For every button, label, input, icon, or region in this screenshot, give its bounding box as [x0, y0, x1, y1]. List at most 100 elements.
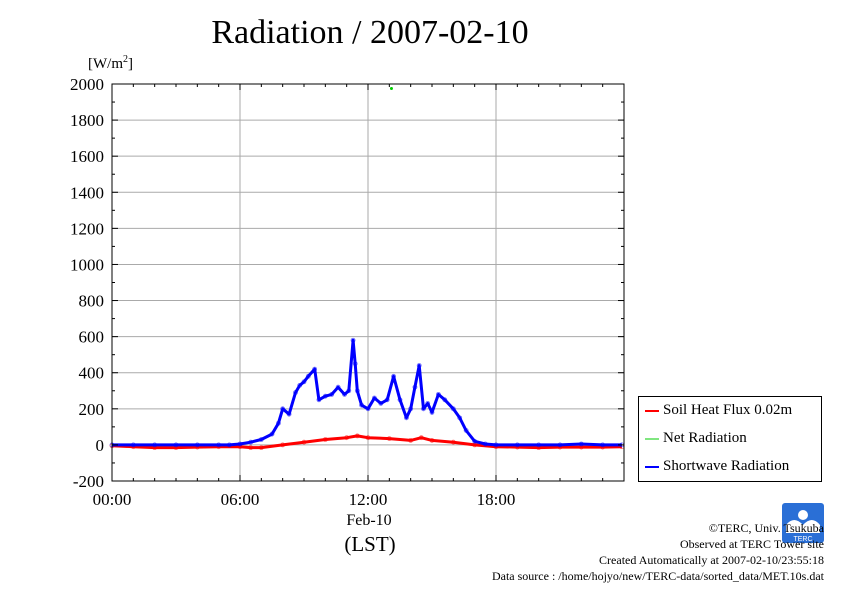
point-shortwave-radiation	[352, 361, 358, 367]
point-shortwave-radiation	[450, 406, 456, 412]
point-shortwave-radiation	[342, 391, 347, 397]
point-soil-heat-flux-0-02m	[322, 437, 328, 442]
point-shortwave-radiation	[408, 406, 414, 412]
point-shortwave-radiation	[293, 390, 298, 395]
credit-source: Data source : /home/hojyo/new/TERC-data/…	[491, 569, 824, 583]
point-shortwave-radiation	[457, 415, 463, 421]
point-shortwave-radiation	[578, 441, 584, 447]
y-tick-label: 1800	[70, 111, 104, 130]
y-tick-label: 1600	[70, 147, 104, 166]
point-shortwave-radiation	[416, 363, 422, 368]
point-shortwave-radiation	[493, 442, 499, 448]
credits: ©TERC, Univ. Tsukuba Observed at TERC To…	[492, 520, 824, 584]
point-shortwave-radiation	[421, 406, 426, 412]
point-shortwave-radiation	[258, 437, 264, 442]
y-tick-label: 2000	[70, 75, 104, 94]
y-tick-label: -200	[73, 472, 104, 491]
axis-layer: -200 0 200 400 600 800 1000 1200 1400 1600 1800 200…	[70, 75, 624, 509]
unit-label-text: [W/m	[88, 56, 123, 72]
point-soil-heat-flux-0-02m	[365, 435, 371, 441]
logo-text: TERC	[793, 536, 812, 543]
x-axis-title: (LST)	[344, 532, 396, 556]
point-shortwave-radiation	[316, 397, 322, 403]
point-shortwave-radiation	[600, 442, 606, 448]
point-soil-heat-flux-0-02m	[450, 439, 456, 445]
point-shortwave-radiation	[557, 442, 563, 448]
point-shortwave-radiation	[335, 384, 341, 390]
point-shortwave-radiation	[305, 373, 311, 379]
point-shortwave-radiation	[286, 411, 292, 417]
x-tick-label: 06:00	[221, 490, 260, 509]
point-shortwave-radiation	[391, 373, 397, 379]
point-shortwave-radiation	[425, 401, 431, 406]
point-soil-heat-flux-0-02m	[408, 437, 414, 443]
point-shortwave-radiation	[275, 420, 281, 426]
point-soil-heat-flux-0-02m	[354, 433, 360, 439]
unit-exponent: 2	[123, 54, 128, 65]
point-shortwave-radiation	[472, 438, 478, 444]
legend-item-shortwave-radiation: Shortwave Radiation	[645, 458, 789, 475]
y-tick-label: 800	[79, 292, 105, 311]
point-shortwave-radiation	[269, 431, 275, 437]
y-tick-label: 1200	[70, 219, 104, 238]
y-tick-label: 400	[79, 364, 105, 383]
legend-label: Soil Heat Flux 0.02m	[663, 402, 793, 418]
point-shortwave-radiation	[359, 402, 365, 408]
point-shortwave-radiation	[301, 379, 307, 385]
point-shortwave-radiation	[237, 441, 243, 447]
point-shortwave-radiation	[371, 395, 377, 401]
point-shortwave-radiation	[216, 442, 222, 448]
grid-lines	[112, 84, 624, 481]
point-soil-heat-flux-0-02m	[418, 435, 424, 441]
series-line-shortwave-radiation	[112, 338, 622, 447]
legend-swatch-soil-heat-flux	[645, 409, 659, 412]
point-shortwave-radiation	[435, 391, 441, 397]
point-shortwave-radiation	[280, 406, 286, 412]
point-shortwave-radiation	[482, 441, 488, 447]
legend-label: Net Radiation	[663, 430, 747, 446]
point-shortwave-radiation	[412, 384, 418, 390]
point-shortwave-radiation	[384, 397, 390, 403]
credit-site: Observed at TERC Tower site	[679, 537, 824, 551]
x-tick-label: 00:00	[93, 490, 132, 509]
point-shortwave-radiation	[378, 401, 384, 406]
point-shortwave-radiation	[152, 442, 158, 448]
x-tick-label: 18:00	[477, 490, 516, 509]
point-shortwave-radiation	[130, 442, 136, 448]
credit-created: Created Automatically at 2007-02-10/23:5…	[599, 553, 824, 567]
point-soil-heat-flux-0-02m	[258, 445, 264, 451]
y-tick-label: 1000	[70, 255, 104, 274]
point-shortwave-radiation	[365, 406, 371, 412]
terc-logo: TERC	[782, 503, 824, 543]
point-shortwave-radiation	[350, 337, 356, 343]
point-shortwave-radiation	[312, 366, 318, 372]
point-shortwave-radiation	[346, 388, 352, 394]
y-tick-label: 200	[79, 400, 105, 419]
point-shortwave-radiation	[226, 442, 232, 448]
point-shortwave-radiation	[329, 391, 335, 397]
point-shortwave-radiation	[429, 410, 435, 415]
point-soil-heat-flux-0-02m	[248, 445, 254, 451]
legend-item-net-radiation: Net Radiation	[645, 430, 747, 447]
series-layer	[109, 87, 625, 451]
y-tick-label: 0	[96, 436, 105, 455]
x-axis-date-label: Feb-10	[346, 512, 392, 529]
point-shortwave-radiation	[194, 442, 200, 448]
chart-title: Radiation / 2007-02-10	[211, 14, 529, 51]
point-net-radiation	[389, 87, 393, 91]
point-shortwave-radiation	[322, 393, 328, 399]
point-shortwave-radiation	[463, 428, 469, 433]
y-tick-label: 600	[79, 328, 105, 347]
point-soil-heat-flux-0-02m	[301, 439, 307, 445]
point-shortwave-radiation	[397, 397, 403, 403]
point-soil-heat-flux-0-02m	[344, 435, 350, 441]
point-shortwave-radiation	[403, 415, 409, 421]
point-shortwave-radiation	[354, 388, 360, 394]
point-shortwave-radiation	[536, 442, 542, 448]
credit-copyright: ©TERC, Univ. Tsukuba	[708, 521, 824, 535]
unit-close: ]	[128, 56, 133, 72]
series-line-soil-heat-flux-0-02m	[111, 434, 622, 450]
legend-item-soil-heat-flux: Soil Heat Flux 0.02m	[645, 402, 792, 419]
legend-swatch-net-radiation	[645, 438, 659, 440]
